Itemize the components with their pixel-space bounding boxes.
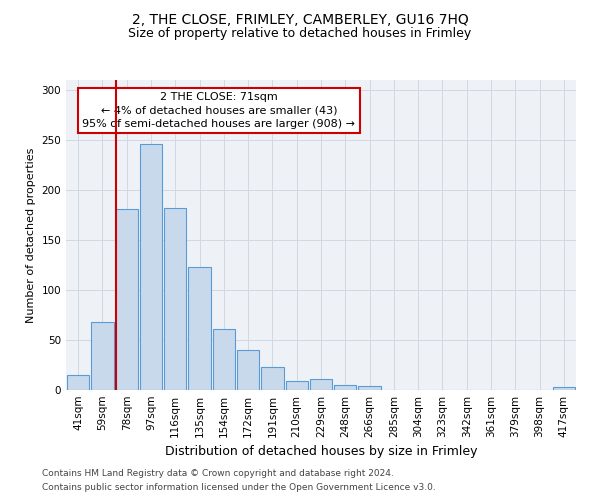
Bar <box>358 386 381 390</box>
Bar <box>164 208 187 390</box>
Bar <box>67 375 89 390</box>
Text: Contains HM Land Registry data © Crown copyright and database right 2024.: Contains HM Land Registry data © Crown c… <box>42 468 394 477</box>
Text: 2, THE CLOSE, FRIMLEY, CAMBERLEY, GU16 7HQ: 2, THE CLOSE, FRIMLEY, CAMBERLEY, GU16 7… <box>131 12 469 26</box>
Bar <box>310 379 332 390</box>
X-axis label: Distribution of detached houses by size in Frimley: Distribution of detached houses by size … <box>165 446 477 458</box>
Text: Size of property relative to detached houses in Frimley: Size of property relative to detached ho… <box>128 28 472 40</box>
Bar <box>334 385 356 390</box>
Bar <box>212 329 235 390</box>
Bar <box>261 367 284 390</box>
Bar <box>91 322 113 390</box>
Bar <box>553 387 575 390</box>
Bar <box>188 267 211 390</box>
Bar <box>237 350 259 390</box>
Text: Contains public sector information licensed under the Open Government Licence v3: Contains public sector information licen… <box>42 484 436 492</box>
Bar <box>116 209 138 390</box>
Bar <box>286 381 308 390</box>
Y-axis label: Number of detached properties: Number of detached properties <box>26 148 36 322</box>
Text: 2 THE CLOSE: 71sqm
← 4% of detached houses are smaller (43)
95% of semi-detached: 2 THE CLOSE: 71sqm ← 4% of detached hous… <box>83 92 355 129</box>
Bar <box>140 144 162 390</box>
